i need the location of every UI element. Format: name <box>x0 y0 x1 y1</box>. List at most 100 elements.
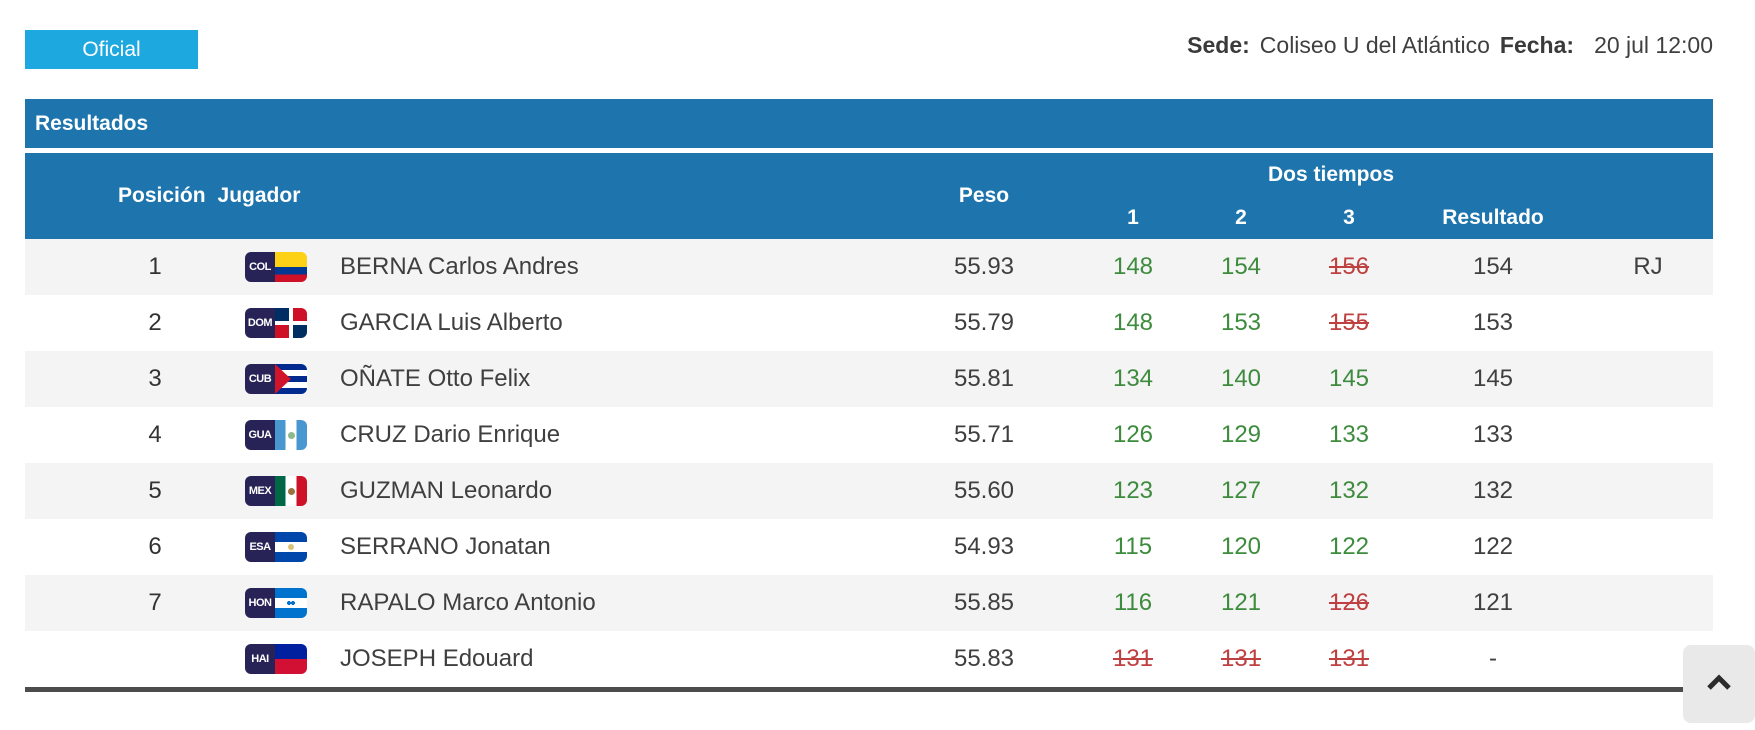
record-note: RJ <box>1633 253 1663 280</box>
country-cell: CUB <box>245 364 340 394</box>
position-cell: 1 <box>148 253 162 280</box>
country-flag-icon: GUA <box>245 420 307 450</box>
player-name: OÑATE Otto Felix <box>340 365 531 392</box>
scroll-to-top-button[interactable] <box>1683 645 1755 723</box>
country-flag-icon: MEX <box>245 476 307 506</box>
country-flag-icon: CUB <box>245 364 307 394</box>
attempt-2: 121 <box>1220 589 1262 616</box>
result-value: 133 <box>1472 421 1514 448</box>
player-name: GARCIA Luis Alberto <box>340 309 563 336</box>
player-name: GUZMAN Leonardo <box>340 477 553 504</box>
country-flag-icon: HON <box>245 588 307 618</box>
hon-flag-icon <box>275 588 307 618</box>
attempt-3: 126 <box>1328 589 1370 616</box>
country-flag-icon: DOM <box>245 308 307 338</box>
mex-flag-icon <box>275 476 307 506</box>
country-cell: GUA <box>245 420 340 450</box>
country-code: ESA <box>245 532 275 562</box>
results-rows: 1 COL BERNA Carlos Andres 55.93 148 154 156 154… <box>25 239 1713 687</box>
attempt-3: 133 <box>1328 421 1370 448</box>
column-header: Posición Jugador Peso Dos tiempos 1 2 3 … <box>25 153 1713 239</box>
attempt-3: 132 <box>1328 477 1370 504</box>
body-weight: 55.79 <box>953 309 1015 336</box>
position-cell: 2 <box>148 309 162 336</box>
result-row: 1 COL BERNA Carlos Andres 55.93 148 154 156 154… <box>25 239 1713 295</box>
sede-value: Coliseo U del Atlántico <box>1259 32 1490 58</box>
column-attempt-1: 1 <box>1127 205 1139 229</box>
attempt-1: 131 <box>1112 645 1154 672</box>
dom-flag-icon <box>275 308 307 338</box>
result-value: 121 <box>1472 589 1514 616</box>
hai-flag-icon <box>275 644 307 674</box>
result-row: 7 HON RAPALO Marco Antonio 55.85 116 121 126 12… <box>25 575 1713 631</box>
fecha-label: Fecha: <box>1499 32 1575 58</box>
body-weight: 55.71 <box>953 421 1015 448</box>
player-name: BERNA Carlos Andres <box>340 253 579 280</box>
body-weight: 55.60 <box>953 477 1015 504</box>
body-weight: 55.81 <box>953 365 1015 392</box>
column-peso: Peso <box>958 184 1010 207</box>
position-cell: 5 <box>148 477 162 504</box>
country-code: CUB <box>245 364 275 394</box>
body-weight: 55.93 <box>953 253 1015 280</box>
result-row: HAI JOSEPH Edouard 55.83 131 131 131 - <box>25 631 1713 687</box>
column-group-dos-tiempos: Dos tiempos <box>1267 162 1395 186</box>
attempt-3: 145 <box>1328 365 1370 392</box>
country-code: COL <box>245 252 275 282</box>
result-row: 2 DOM GARCIA Luis Alberto 55.79 148 153 155 153 <box>25 295 1713 351</box>
column-posicion: Posición <box>118 184 206 207</box>
attempt-1: 115 <box>1113 533 1153 560</box>
esa-flag-icon <box>275 532 307 562</box>
attempt-2: 131 <box>1220 645 1262 672</box>
country-cell: ESA <box>245 532 340 562</box>
attempt-1: 126 <box>1112 421 1154 448</box>
results-title: Resultados <box>35 111 149 135</box>
chevron-up-icon <box>1704 672 1734 697</box>
column-resultado: Resultado <box>1442 205 1544 229</box>
attempt-2: 127 <box>1220 477 1262 504</box>
official-status-button[interactable]: Oficial <box>25 30 198 69</box>
attempt-2: 129 <box>1220 421 1262 448</box>
result-row: 3 CUB OÑATE Otto Felix 55.81 134 140 145 145 <box>25 351 1713 407</box>
country-cell: HON <box>245 588 340 618</box>
country-code: MEX <box>245 476 275 506</box>
table-bottom-rule <box>25 687 1713 692</box>
result-row: 5 MEX GUZMAN Leonardo 55.60 123 127 132 132 <box>25 463 1713 519</box>
player-name: JOSEPH Edouard <box>340 645 534 672</box>
attempt-1: 123 <box>1112 477 1154 504</box>
attempt-3: 155 <box>1328 309 1370 336</box>
body-weight: 55.85 <box>953 589 1015 616</box>
gua-flag-icon <box>275 420 307 450</box>
player-name: RAPALO Marco Antonio <box>340 589 596 616</box>
result-value: - <box>1489 645 1497 672</box>
player-name: SERRANO Jonatan <box>340 533 551 560</box>
country-code: DOM <box>245 308 275 338</box>
fecha-value: 20 jul 12:00 <box>1594 32 1713 58</box>
result-value: 153 <box>1472 309 1514 336</box>
sede-label: Sede: <box>1187 32 1250 58</box>
country-cell: DOM <box>245 308 340 338</box>
country-code: HON <box>245 588 275 618</box>
column-attempt-3: 3 <box>1343 205 1355 229</box>
attempt-1: 134 <box>1112 365 1154 392</box>
attempt-2: 140 <box>1220 365 1262 392</box>
result-value: 145 <box>1472 365 1514 392</box>
result-value: 132 <box>1472 477 1514 504</box>
venue-date-line: Sede: Coliseo U del Atlántico Fecha: 20 jul… <box>1187 32 1713 59</box>
position-cell: 3 <box>148 365 162 392</box>
country-cell: HAI <box>245 644 340 674</box>
attempt-3: 131 <box>1328 645 1370 672</box>
column-jugador: Jugador <box>217 184 301 207</box>
attempt-2: 153 <box>1220 309 1262 336</box>
result-value: 122 <box>1472 533 1514 560</box>
position-cell: 4 <box>148 421 162 448</box>
attempt-1: 148 <box>1112 309 1154 336</box>
body-weight: 55.83 <box>953 645 1015 672</box>
results-title-bar: Resultados <box>25 99 1713 148</box>
result-row: 4 GUA CRUZ Dario Enrique 55.71 126 129 133 133 <box>25 407 1713 463</box>
attempt-2: 154 <box>1220 253 1262 280</box>
country-flag-icon: COL <box>245 252 307 282</box>
country-code: GUA <box>245 420 275 450</box>
attempt-1: 148 <box>1112 253 1154 280</box>
country-flag-icon: ESA <box>245 532 307 562</box>
